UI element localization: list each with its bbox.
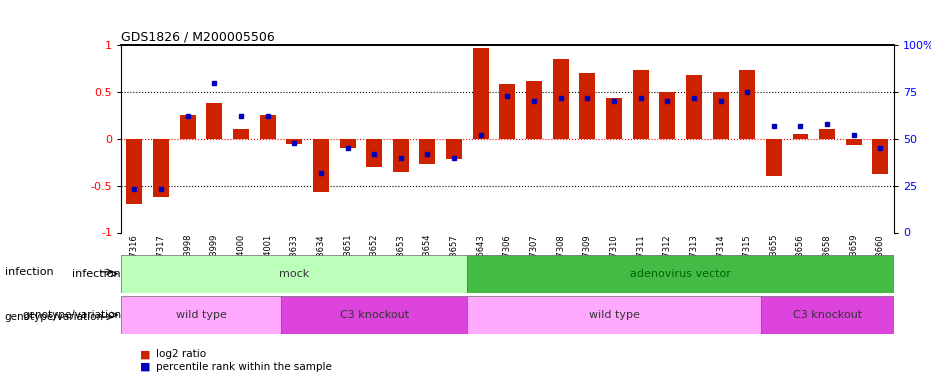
Bar — [761, 296, 894, 334]
Text: infection: infection — [73, 269, 121, 279]
Text: C3 knockout: C3 knockout — [792, 310, 862, 320]
Bar — [819, 129, 835, 139]
Bar — [499, 84, 516, 139]
Text: C3 knockout: C3 knockout — [340, 310, 409, 320]
Text: mock: mock — [279, 269, 309, 279]
Bar — [467, 296, 761, 334]
Bar — [739, 70, 755, 139]
Bar — [313, 139, 329, 192]
Text: adenovirus vector: adenovirus vector — [630, 269, 731, 279]
Bar — [153, 139, 169, 197]
Text: ■: ■ — [140, 362, 150, 372]
Bar — [792, 134, 808, 139]
Bar — [467, 255, 894, 292]
Bar — [121, 296, 281, 334]
Text: genotype/variation: genotype/variation — [22, 310, 121, 320]
Bar — [207, 103, 223, 139]
Text: wild type: wild type — [176, 310, 226, 320]
Bar — [446, 139, 462, 159]
Bar — [420, 139, 436, 164]
Text: log2 ratio: log2 ratio — [156, 350, 207, 359]
Bar — [366, 139, 382, 167]
Bar — [340, 139, 356, 148]
Text: ■: ■ — [140, 350, 150, 359]
Bar — [659, 92, 675, 139]
Bar — [286, 139, 303, 144]
Bar — [127, 139, 142, 204]
Bar — [686, 75, 702, 139]
Bar — [579, 73, 595, 139]
Bar — [553, 59, 569, 139]
Text: infection: infection — [5, 267, 53, 277]
Text: genotype/variation: genotype/variation — [5, 312, 103, 322]
Bar — [473, 48, 489, 139]
Bar — [606, 98, 622, 139]
Bar — [393, 139, 409, 172]
Bar — [845, 139, 862, 146]
Bar — [633, 70, 649, 139]
Bar — [180, 116, 196, 139]
Text: GDS1826 / M200005506: GDS1826 / M200005506 — [121, 31, 275, 44]
Text: percentile rank within the sample: percentile rank within the sample — [156, 362, 332, 372]
Bar — [526, 81, 542, 139]
Bar — [260, 116, 276, 139]
Bar — [121, 255, 467, 292]
Bar — [281, 296, 467, 334]
Bar — [766, 139, 782, 176]
Text: wild type: wild type — [588, 310, 640, 320]
Bar — [233, 129, 249, 139]
Bar — [872, 139, 888, 174]
Bar — [712, 92, 729, 139]
